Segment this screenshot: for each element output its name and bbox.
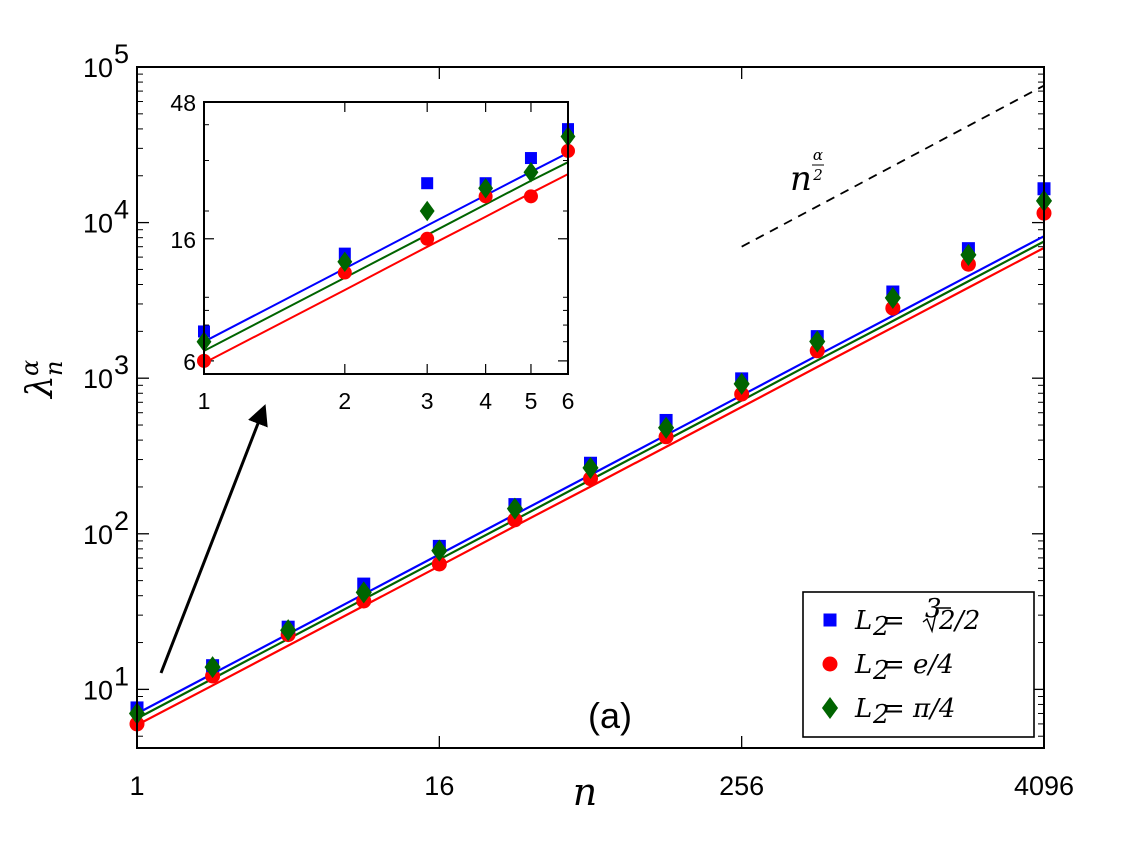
- data-point: [431, 539, 448, 562]
- panel-label: (a): [588, 695, 632, 736]
- y-axis-label-sup: α: [16, 360, 44, 376]
- legend-marker: [823, 613, 837, 627]
- data-point: [507, 512, 523, 528]
- legend-label-sub: 2: [872, 700, 890, 730]
- data-point: [431, 556, 447, 572]
- y-axis-label: λαn: [16, 360, 68, 400]
- y-tick-exponent: 4: [114, 195, 129, 225]
- inset-x-tick-label: 2: [338, 388, 351, 414]
- inset-arrow: [159, 404, 268, 674]
- inset-data-point: [523, 189, 538, 204]
- data-point: [355, 581, 372, 604]
- inset-data-point: [524, 152, 537, 165]
- y-axis-label-base: λ: [20, 375, 61, 400]
- y-tick-exponent: 1: [114, 661, 129, 691]
- inset-fit-line: [203, 151, 569, 343]
- inset-data-point: [523, 162, 539, 183]
- data-point: [733, 372, 750, 395]
- y-tick-label: 10: [83, 675, 113, 705]
- y-tick-exponent: 5: [114, 39, 129, 69]
- inset-x-tick-label: 3: [421, 388, 434, 414]
- reference-exponent-den: 2: [812, 166, 823, 184]
- inset-x-tick-label: 5: [525, 388, 538, 414]
- inset-x-tick-label: 4: [479, 388, 492, 414]
- inset-y-tick-label: 6: [183, 349, 196, 375]
- inset-y-tick-label: 48: [170, 90, 196, 116]
- legend-label-rest: = π/4: [883, 694, 955, 724]
- x-axis-label: n: [573, 770, 597, 814]
- y-tick-exponent: 2: [114, 506, 129, 536]
- x-tick-label: 256: [719, 771, 764, 801]
- y-tick-label: 10: [83, 53, 113, 83]
- data-point: [506, 497, 523, 520]
- data-point: [204, 656, 221, 679]
- y-axis-label-sub: n: [40, 361, 68, 376]
- data-point: [582, 456, 599, 479]
- legend-radical-sign: [922, 607, 951, 634]
- inset-data-point: [419, 200, 435, 222]
- inset-data-point: [421, 177, 434, 190]
- y-tick-label: 10: [83, 209, 113, 239]
- legend-radicand: 2: [938, 606, 956, 636]
- legend-marker: [821, 696, 839, 720]
- legend-label-sub: 2: [872, 656, 890, 686]
- legend-label-main: L: [854, 606, 872, 636]
- x-tick-label: 1: [129, 771, 144, 801]
- reference-label: n: [790, 159, 812, 199]
- x-tick-label: 4096: [1014, 771, 1074, 801]
- legend-label-main: L: [854, 694, 872, 724]
- inset-fit-line: [203, 161, 569, 352]
- inset-data-point: [420, 231, 435, 246]
- data-point: [884, 286, 901, 309]
- reference-line: [741, 84, 1045, 248]
- legend-box: [802, 591, 1035, 738]
- legend-label-tail: /2: [952, 606, 980, 636]
- data-point: [960, 243, 977, 266]
- inset-y-tick-label: 16: [170, 227, 196, 253]
- inset-x-tick-label: 6: [562, 388, 575, 414]
- data-point: [658, 416, 675, 439]
- legend-label-main: L: [854, 650, 872, 680]
- inset-frame: [203, 101, 569, 375]
- y-tick-exponent: 3: [114, 350, 129, 380]
- inset-x-tick-label: 1: [198, 388, 211, 414]
- reference-exponent-num: α: [813, 146, 823, 164]
- data-point: [809, 330, 826, 353]
- fit-line: [136, 246, 1045, 727]
- inset-data-point: [337, 265, 352, 280]
- plot-frame: [136, 66, 1045, 749]
- y-tick-label: 10: [83, 364, 113, 394]
- inset-fit-line: [203, 173, 569, 364]
- legend-marker: [822, 656, 838, 672]
- inset-data-point: [478, 178, 494, 199]
- data-point: [280, 619, 297, 642]
- inset-background: [204, 102, 568, 374]
- legend-root-index: 3: [925, 594, 942, 624]
- x-tick-label: 16: [424, 771, 454, 801]
- legend-label-rest: = e/4: [883, 650, 954, 680]
- legend-label-eq: =: [883, 606, 905, 636]
- inset-data-point: [337, 251, 353, 272]
- legend-label-sub: 2: [872, 612, 890, 642]
- y-tick-label: 10: [83, 520, 113, 550]
